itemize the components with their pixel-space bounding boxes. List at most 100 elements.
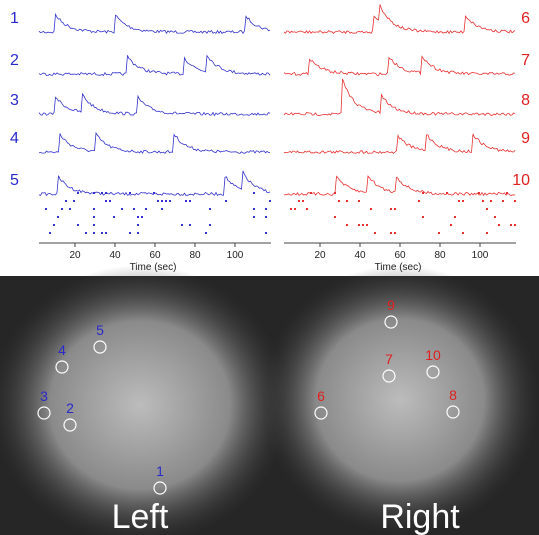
spike-dot: [346, 200, 348, 202]
spike-dot: [390, 232, 392, 234]
spike-dot: [482, 200, 484, 202]
spike-dot: [121, 208, 123, 210]
trace-label: 5: [10, 172, 19, 189]
spike-dot: [93, 216, 95, 218]
spike-dot: [93, 192, 95, 194]
cell-label: 3: [40, 388, 48, 404]
spike-dot: [101, 232, 103, 234]
spike-dot: [346, 224, 348, 226]
spike-dot: [506, 192, 508, 194]
spike-dot: [458, 200, 460, 202]
trace: [283, 133, 516, 154]
cell-label: 1: [156, 463, 164, 479]
spike-dot: [290, 208, 292, 210]
spike-dot: [510, 224, 512, 226]
cell-marker: [153, 481, 167, 495]
spike-dot: [366, 224, 368, 226]
spike-dot: [85, 232, 87, 234]
spike-dot: [225, 200, 227, 202]
spike-dot: [129, 232, 131, 234]
spike-dot: [73, 200, 75, 202]
hemisphere-label: Left: [112, 498, 169, 535]
spike-dot: [205, 232, 207, 234]
spike-dot: [486, 232, 488, 234]
x-tick-label: 100: [227, 250, 244, 261]
spike-dot: [298, 200, 300, 202]
overlay: 20 40 60 80 100 Time (sec) 1 2 3 4 5 20 40 60 80 100 Tim…: [10, 4, 530, 535]
spike-dot: [101, 192, 103, 194]
trace: [283, 4, 516, 35]
x-tick-label: 60: [394, 250, 406, 261]
spike-dot: [153, 192, 155, 194]
spike-dot: [253, 216, 255, 218]
cell-label: 4: [58, 342, 66, 358]
trace: [283, 55, 516, 76]
spike-dot: [161, 200, 163, 202]
spike-dot: [374, 232, 376, 234]
trace-label: 9: [521, 130, 530, 147]
trace-label: 3: [10, 92, 19, 109]
spike-dot: [161, 208, 163, 210]
spike-dot: [105, 200, 107, 202]
trace-label: 10: [512, 172, 530, 189]
trace: [38, 12, 271, 35]
cell-label: 8: [449, 387, 457, 403]
spike-dot: [93, 224, 95, 226]
spike-dot: [502, 200, 504, 202]
x-axis-label: Time (sec): [375, 262, 422, 273]
cell-label: 6: [317, 388, 325, 404]
cell-marker: [446, 405, 460, 419]
spike-dot: [93, 208, 95, 210]
spike-dot: [137, 216, 139, 218]
spike-dot: [462, 232, 464, 234]
spike-dot: [185, 200, 187, 202]
spike-dot: [438, 232, 440, 234]
spike-dot: [265, 208, 267, 210]
spike-dot: [181, 224, 183, 226]
spike-dot: [338, 200, 340, 202]
spike-dot: [253, 192, 255, 194]
x-tick-label: 40: [109, 250, 121, 261]
spike-dot: [454, 216, 456, 218]
spike-dot: [265, 216, 267, 218]
cell-marker: [37, 406, 51, 420]
trace-label: 8: [521, 92, 530, 109]
trace: [38, 54, 271, 76]
spike-dot: [302, 200, 304, 202]
spike-dot: [93, 232, 95, 234]
hemisphere-label: Right: [380, 498, 460, 535]
x-axis-label: Time (sec): [130, 262, 177, 273]
spike-dot: [394, 208, 396, 210]
trace: [38, 170, 271, 197]
spike-dot: [145, 208, 147, 210]
trace-label: 6: [521, 10, 530, 27]
cell-label: 7: [385, 351, 393, 367]
spike-dot: [137, 232, 139, 234]
spike-dot: [422, 192, 424, 194]
spike-dot: [189, 200, 191, 202]
spike-dot: [141, 216, 143, 218]
x-tick-label: 20: [314, 250, 326, 261]
trace: [38, 92, 271, 117]
spike-dot: [490, 200, 492, 202]
spike-dot: [169, 200, 171, 202]
cell-marker: [314, 406, 328, 420]
trace: [38, 131, 271, 154]
spike-dot: [514, 200, 516, 202]
trace-label: 1: [10, 10, 19, 27]
cell-marker: [63, 418, 77, 432]
spike-dot: [514, 224, 516, 226]
spike-dot: [77, 224, 79, 226]
trace: [283, 175, 516, 197]
x-tick-label: 20: [69, 250, 81, 261]
spike-dot: [61, 208, 63, 210]
x-tick-label: 80: [434, 250, 446, 261]
spike-dot: [105, 232, 107, 234]
spike-dot: [334, 216, 336, 218]
x-tick-label: 100: [472, 250, 489, 261]
spike-dot: [462, 200, 464, 202]
spike-dot: [390, 208, 392, 210]
x-tick-label: 80: [189, 250, 201, 261]
spike-dot: [129, 192, 131, 194]
spike-dot: [446, 192, 448, 194]
